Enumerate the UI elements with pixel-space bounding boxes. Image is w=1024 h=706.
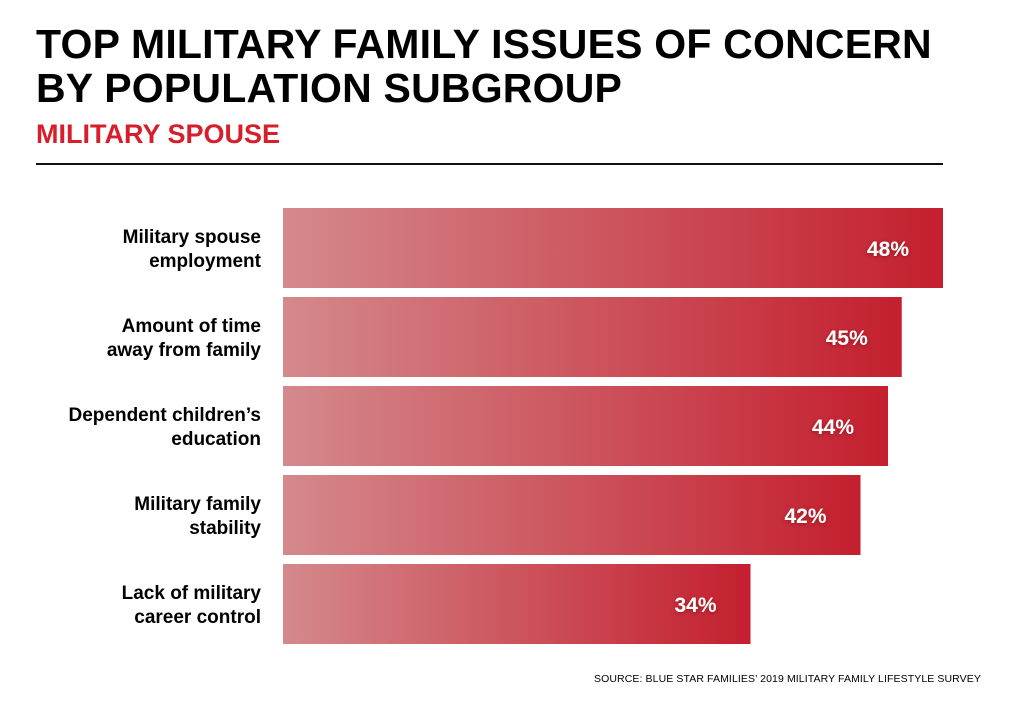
category-label: Dependent children’s education [69, 405, 262, 450]
source-note: SOURCE: BLUE STAR FAMILIES’ 2019 MILITAR… [594, 673, 981, 685]
bar [283, 564, 751, 644]
chart-title-line-2: BY POPULATION SUBGROUP [36, 65, 623, 111]
bar [283, 475, 861, 555]
bar-value-label: 45% [826, 327, 868, 350]
title-divider [36, 163, 943, 165]
category-label-line: Military family [134, 494, 261, 515]
category-label-line: away from family [107, 340, 262, 361]
category-label-line: Military spouse [123, 227, 261, 248]
bar [283, 297, 902, 377]
category-label-line: career control [134, 607, 261, 628]
chart-subtitle: MILITARY SPOUSE [36, 119, 281, 149]
category-label: Military family stability [134, 494, 261, 539]
bar [283, 386, 888, 466]
bar-value-label: 48% [867, 238, 909, 261]
bar [283, 208, 943, 288]
category-label: Lack of military career control [122, 583, 262, 628]
category-label-line: Dependent children’s [69, 405, 262, 426]
bar-value-label: 34% [674, 594, 716, 617]
chart-title-line-1: TOP MILITARY FAMILY ISSUES OF CONCERN [36, 21, 932, 67]
bar-value-label: 42% [784, 505, 826, 528]
category-label: Military spouse employment [123, 227, 262, 272]
chart-title: TOP MILITARY FAMILY ISSUES OF CONCERN BY… [36, 22, 996, 110]
category-label-line: Lack of military [122, 583, 262, 604]
category-label-line: employment [149, 251, 262, 272]
category-label-line: Amount of time [122, 316, 261, 337]
category-label: Amount of time away from family [107, 316, 262, 361]
category-label-line: education [171, 429, 261, 450]
category-label-line: stability [189, 518, 261, 539]
bar-value-label: 44% [812, 416, 854, 439]
